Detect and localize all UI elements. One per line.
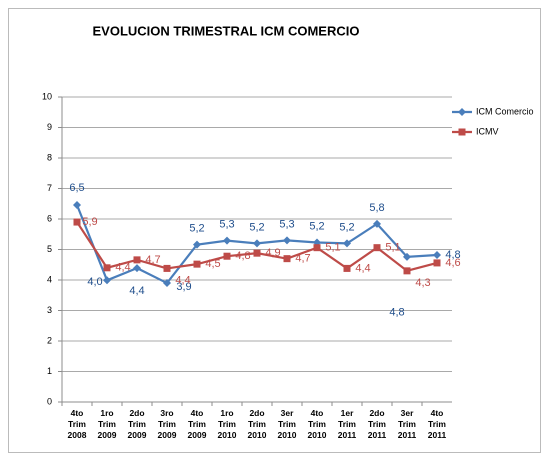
data-label: 3,9 bbox=[176, 281, 191, 293]
data-label: 5,1 bbox=[385, 242, 400, 254]
point bbox=[433, 259, 441, 267]
data-label: 4,5 bbox=[205, 258, 220, 270]
y-tick-label: 2 bbox=[47, 335, 52, 345]
chart-border bbox=[8, 8, 541, 453]
point bbox=[458, 108, 466, 116]
data-label: 4,3 bbox=[415, 277, 430, 289]
y-tick-label: 3 bbox=[47, 305, 52, 315]
point bbox=[403, 252, 411, 261]
point bbox=[103, 264, 111, 272]
point bbox=[343, 264, 351, 272]
data-label: 4,7 bbox=[295, 253, 310, 265]
y-tick-label: 9 bbox=[47, 122, 52, 132]
legend-label: ICMV bbox=[476, 126, 499, 136]
data-label: 5,8 bbox=[369, 202, 384, 214]
point bbox=[343, 239, 351, 248]
point bbox=[433, 250, 441, 259]
y-tick-label: 7 bbox=[47, 183, 52, 193]
x-tick-label: 4to Trim 2011 bbox=[428, 408, 447, 440]
data-label: 4,8 bbox=[445, 249, 460, 261]
point bbox=[253, 239, 261, 248]
x-tick-label: 2do Trim 2009 bbox=[128, 408, 147, 440]
y-tick-label: 5 bbox=[47, 244, 52, 254]
point bbox=[458, 128, 466, 136]
data-label: 4,4 bbox=[115, 262, 130, 274]
data-label: 4,9 bbox=[265, 247, 280, 259]
x-tick-label: 3ro Trim 2009 bbox=[158, 408, 177, 440]
data-label: 4,4 bbox=[355, 262, 370, 274]
data-label: 5,2 bbox=[339, 221, 354, 233]
point bbox=[163, 264, 171, 272]
chart-title: EVOLUCION TRIMESTRAL ICM COMERCIO bbox=[93, 23, 360, 38]
y-tick-label: 4 bbox=[47, 274, 52, 284]
point bbox=[103, 276, 111, 285]
x-tick-label: 2do Trim 2010 bbox=[248, 408, 267, 440]
y-tick-label: 1 bbox=[47, 366, 52, 376]
point bbox=[403, 267, 411, 275]
data-label: 5,3 bbox=[279, 218, 294, 230]
data-label: 4,7 bbox=[145, 254, 160, 266]
point bbox=[253, 249, 261, 257]
x-tick-label: 1ro Trim 2010 bbox=[218, 408, 237, 440]
data-label: 5,2 bbox=[249, 221, 264, 233]
data-label: 5,2 bbox=[309, 220, 324, 232]
data-label: 5,2 bbox=[189, 223, 204, 235]
point bbox=[163, 279, 171, 288]
x-tick-label: 1er Trim 2011 bbox=[338, 408, 357, 440]
data-label: 4,0 bbox=[87, 276, 102, 288]
y-tick-label: 0 bbox=[47, 396, 52, 406]
x-tick-label: 4to Trim 2009 bbox=[188, 408, 207, 440]
data-label: 5,9 bbox=[82, 216, 97, 228]
point bbox=[193, 260, 201, 268]
x-tick-label: 4to Trim 2010 bbox=[308, 408, 327, 440]
x-tick-label: 2do Trim 2011 bbox=[368, 408, 387, 440]
point bbox=[313, 244, 321, 252]
x-tick-label: 3er Trim 2011 bbox=[398, 408, 417, 440]
point bbox=[133, 264, 141, 273]
x-tick-label: 3er Trim 2010 bbox=[278, 408, 297, 440]
data-label: 5,1 bbox=[325, 242, 340, 254]
data-label: 4,8 bbox=[235, 250, 250, 262]
y-tick-label: 6 bbox=[47, 213, 52, 223]
data-label: 5,3 bbox=[219, 219, 234, 231]
point bbox=[223, 236, 231, 245]
point bbox=[73, 218, 81, 226]
point bbox=[373, 244, 381, 252]
point bbox=[373, 219, 381, 228]
data-label: 6,5 bbox=[69, 182, 84, 194]
point bbox=[73, 200, 81, 209]
data-label: 4,4 bbox=[175, 274, 190, 286]
point bbox=[283, 236, 291, 245]
point bbox=[223, 252, 231, 260]
y-tick-label: 8 bbox=[47, 152, 52, 162]
data-label: 4,4 bbox=[129, 285, 144, 297]
point bbox=[283, 255, 291, 263]
x-tick-label: 1ro Trim 2009 bbox=[98, 408, 117, 440]
x-tick-label: 4to Trim 2008 bbox=[68, 408, 87, 440]
y-tick-label: 10 bbox=[42, 91, 52, 101]
data-label: 4,8 bbox=[389, 307, 404, 319]
legend-label: ICM Comercio bbox=[476, 106, 534, 116]
point bbox=[133, 256, 141, 264]
data-label: 4,6 bbox=[445, 257, 460, 269]
point bbox=[193, 240, 201, 249]
